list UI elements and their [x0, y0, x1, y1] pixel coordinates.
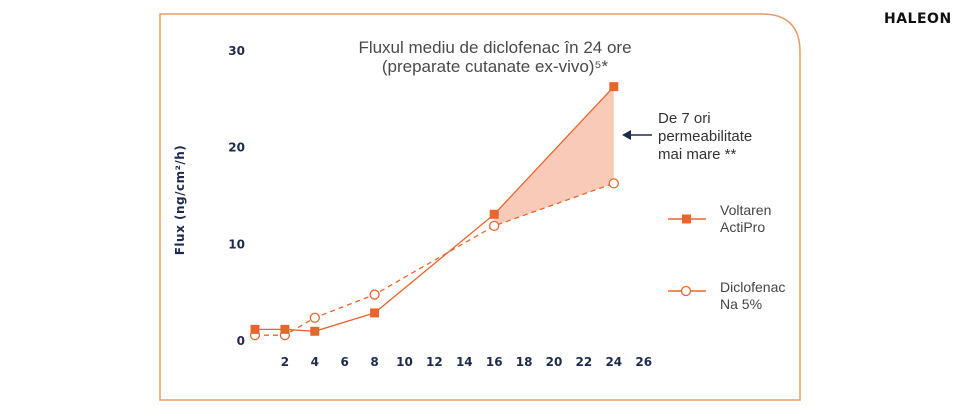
x-tick-label: 20	[546, 355, 563, 369]
data-point-voltaren	[250, 324, 260, 334]
legend-label: Na 5%	[720, 296, 763, 312]
x-tick-label: 4	[311, 355, 319, 369]
x-tick-label: 16	[486, 355, 503, 369]
legend-label: ActiPro	[720, 219, 766, 235]
series-line-diclofenac	[255, 182, 615, 336]
legend-marker-voltaren	[682, 214, 691, 224]
legend-marker-diclofenac	[680, 285, 692, 297]
x-tick-label: 14	[456, 355, 473, 369]
x-tick-label: 8	[370, 355, 378, 369]
chart-title-line: Fluxul mediu de diclofenac în 24 ore	[358, 38, 632, 57]
data-point-voltaren	[310, 326, 320, 336]
annotation-arrow-head	[622, 130, 631, 140]
data-point-diclofenac	[309, 312, 320, 323]
legend-entry-voltaren: Voltaren ActiPro	[720, 202, 771, 236]
data-point-voltaren	[280, 324, 290, 334]
data-point-voltaren	[489, 209, 499, 219]
x-tick-label: 26	[635, 355, 652, 369]
x-tick-label: 6	[341, 355, 349, 369]
data-point-diclofenac	[608, 178, 619, 189]
data-point-diclofenac	[489, 220, 500, 232]
x-tick-label: 22	[576, 355, 593, 369]
legend-entry-diclofenac: Diclofenac Na 5%	[720, 279, 785, 313]
series-line-voltaren	[255, 86, 615, 332]
brand-logo: HALEON	[884, 11, 952, 27]
annotation-line: mai mare **	[658, 146, 737, 163]
x-tick-label: 24	[605, 355, 622, 369]
y-tick-label: 10	[228, 237, 245, 251]
y-tick-label: 30	[228, 44, 245, 58]
annotation-line: De 7 ori	[658, 110, 711, 127]
legend-label: Voltaren	[720, 202, 772, 218]
x-tick-label: 2	[281, 355, 289, 369]
y-axis-label: Flux (ng/cm²/h)	[173, 144, 187, 256]
y-tick-label: 0	[237, 334, 245, 348]
annotation-line: permeabilitate	[658, 128, 753, 145]
data-point-diclofenac	[369, 289, 380, 300]
data-point-voltaren	[609, 82, 619, 92]
annotation-text: De 7 ori permeabilitate mai mare **	[658, 110, 752, 164]
difference-area	[494, 86, 614, 226]
chart-title: Fluxul mediu de diclofenac în 24 ore (pr…	[300, 38, 690, 76]
y-tick-label: 20	[228, 141, 245, 155]
x-tick-label: 12	[426, 355, 443, 369]
x-tick-label: 18	[516, 355, 533, 369]
chart-subtitle: (preparate cutanate ex-vivo)⁵*	[381, 57, 609, 76]
x-tick-label: 10	[396, 355, 413, 369]
data-point-voltaren	[370, 308, 380, 318]
legend-label: Diclofenac	[720, 279, 786, 295]
